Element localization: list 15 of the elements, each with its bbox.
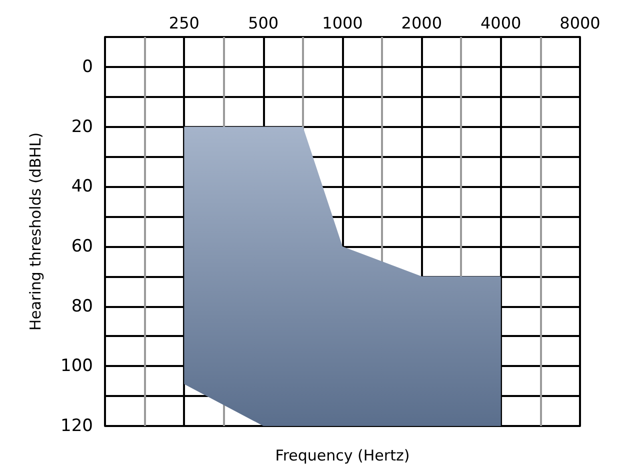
x-tick-label: 250	[168, 14, 200, 32]
y-tick-label: 60	[71, 236, 93, 256]
y-tick-label: 120	[60, 416, 93, 436]
y-tick-label: 40	[71, 176, 93, 197]
x-tick-label: 500	[248, 14, 279, 32]
x-axis-title: Frequency (Hertz)	[275, 446, 410, 464]
y-tick-label: 80	[71, 296, 93, 316]
x-tick-label: 1000	[322, 14, 363, 32]
x-tick-label: 2000	[401, 14, 442, 32]
x-tick-label: 4000	[480, 14, 522, 32]
y-axis-title: Hearing thresholds (dBHL)	[26, 132, 44, 331]
y-tick-label: 0	[82, 56, 93, 77]
x-tick-label: 8000	[560, 14, 600, 32]
y-tick-label: 100	[60, 356, 93, 376]
y-tick-label: 20	[71, 116, 93, 137]
